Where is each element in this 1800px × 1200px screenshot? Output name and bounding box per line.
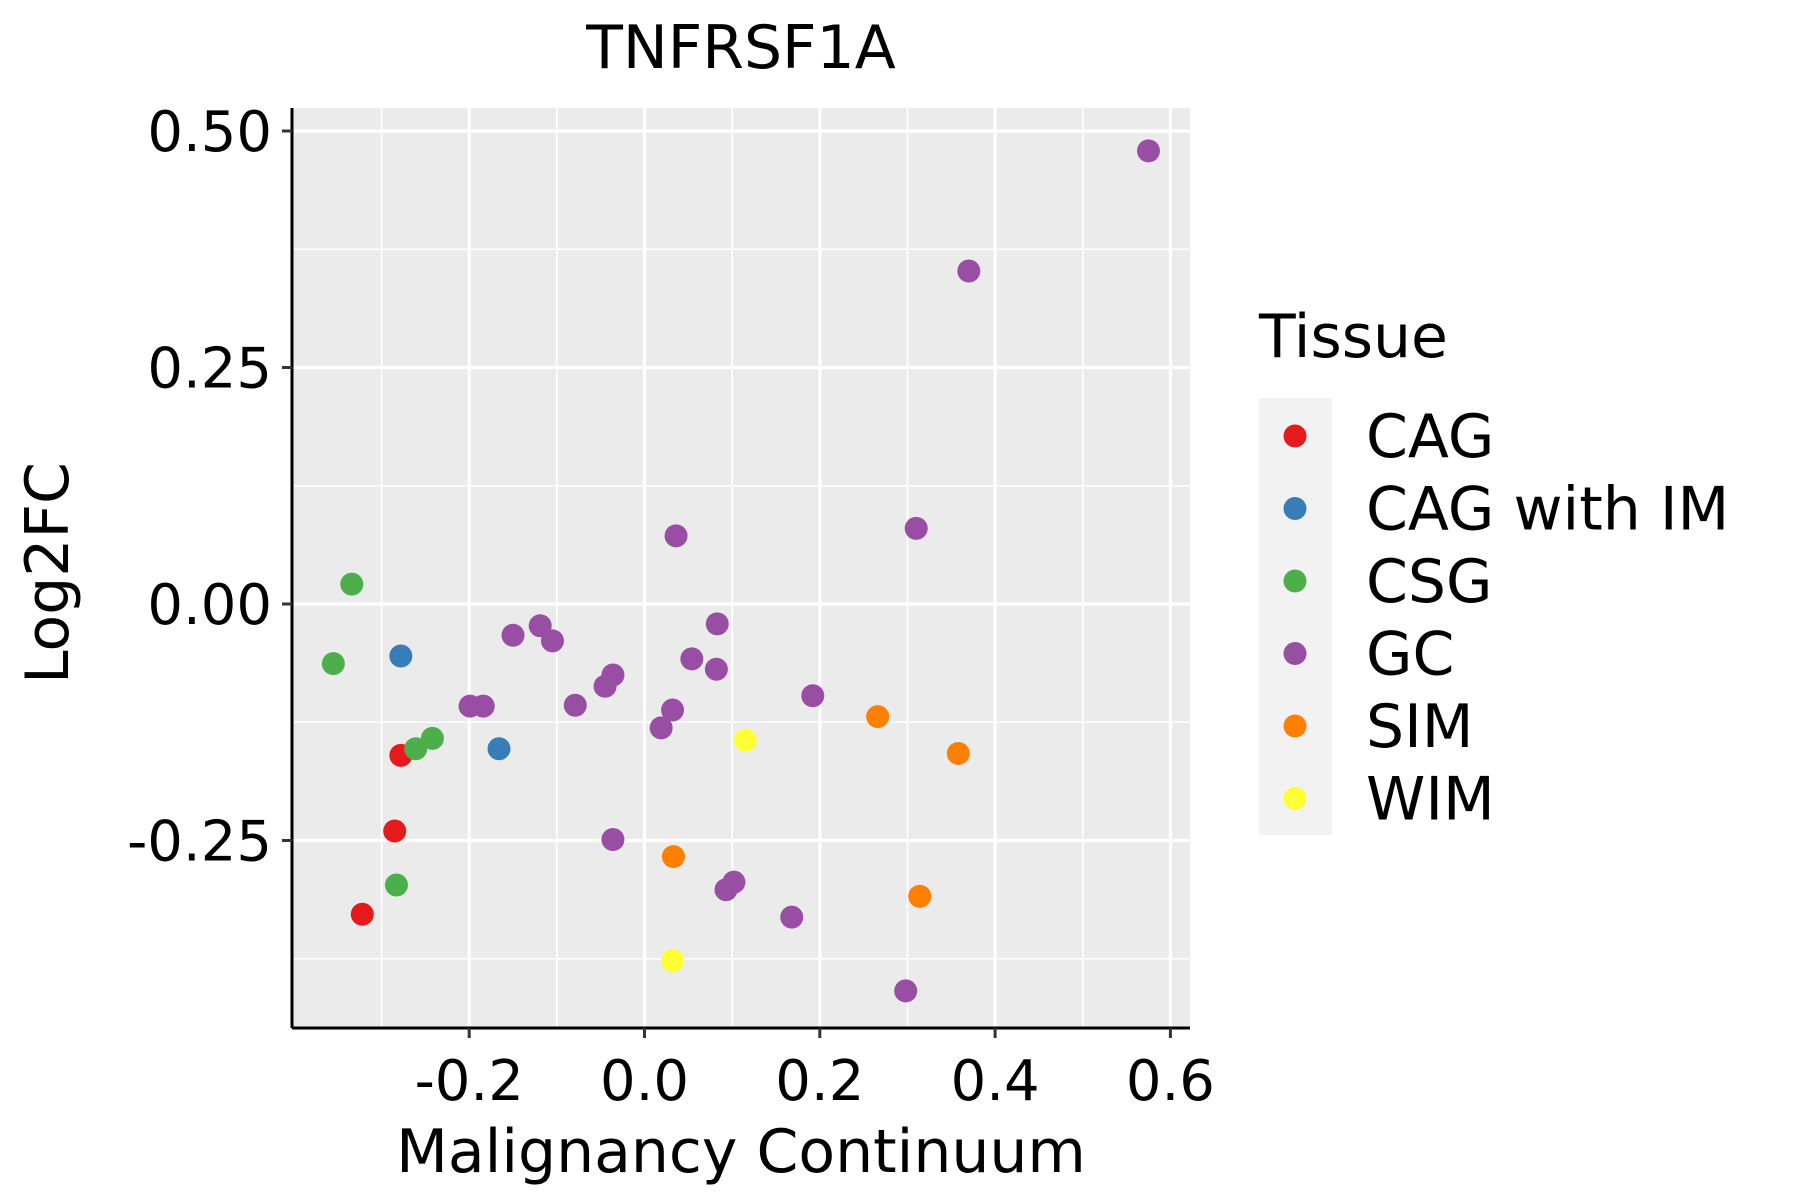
data-point-sim	[661, 845, 685, 869]
data-point-csg	[340, 572, 364, 596]
y-tick-label: 0.25	[147, 337, 272, 402]
data-point-cag-with-im	[389, 644, 413, 668]
data-point-gc	[904, 516, 928, 540]
y-tick-label: 0.00	[147, 573, 272, 638]
y-axis-ticks: -0.25 0.00 0.25 0.50	[127, 100, 292, 875]
data-point-gc	[780, 905, 804, 929]
legend-key-cag-with-im	[1283, 497, 1307, 520]
x-tick-label: -0.2	[415, 1049, 524, 1114]
legend-label: CSG	[1366, 547, 1492, 617]
data-point-gc	[540, 629, 564, 653]
data-point-cag	[350, 902, 374, 926]
grid-major	[292, 108, 1190, 1028]
legend-item: CAG with IM	[1283, 475, 1729, 545]
x-axis-ticks: -0.2 0.0 0.2 0.4 0.6	[415, 1028, 1215, 1114]
chart-title: TNFRSF1A	[585, 13, 896, 83]
legend-key-background	[1259, 398, 1332, 835]
data-point-gc	[563, 693, 587, 717]
data-point-gc	[661, 698, 685, 722]
legend-label: GC	[1366, 620, 1454, 690]
x-tick-label: 0.6	[1126, 1049, 1215, 1114]
x-tick-label: 0.0	[600, 1049, 689, 1114]
data-point-csg	[420, 726, 444, 750]
legend-item: WIM	[1283, 765, 1495, 835]
data-point-sim	[946, 741, 970, 765]
data-point-wim	[661, 949, 685, 973]
data-point-gc	[664, 524, 688, 548]
data-point-csg	[384, 873, 408, 897]
data-point-gc	[680, 647, 704, 671]
grid-minor	[292, 108, 1190, 1028]
data-point-gc	[471, 694, 495, 718]
data-point-gc	[801, 684, 825, 708]
data-point-sim	[908, 884, 932, 908]
legend-item: CAG	[1283, 402, 1494, 472]
x-tick-label: 0.2	[775, 1049, 864, 1114]
data-point-gc	[601, 828, 625, 852]
x-axis-label: Malignancy Continuum	[396, 1117, 1086, 1187]
data-points	[321, 139, 1160, 1003]
legend-key-csg	[1283, 569, 1307, 593]
legend-label: CAG with IM	[1366, 475, 1729, 545]
data-point-csg	[404, 737, 428, 761]
legend-key-gc	[1283, 642, 1307, 665]
data-point-cag	[383, 819, 407, 843]
legend-title: Tissue	[1258, 302, 1448, 372]
data-point-gc	[705, 612, 729, 636]
legend-label: WIM	[1366, 765, 1495, 835]
legend-key-cag	[1283, 424, 1307, 448]
legend-key-sim	[1283, 714, 1307, 738]
data-point-gc	[894, 979, 918, 1003]
legend-label: SIM	[1366, 692, 1474, 762]
data-point-gc	[1136, 139, 1160, 163]
legend-item: SIM	[1283, 692, 1474, 762]
data-point-gc	[501, 623, 525, 647]
data-point-csg	[321, 652, 345, 676]
data-point-gc	[704, 657, 728, 681]
legend-item: CSG	[1283, 547, 1492, 617]
data-point-cag-with-im	[487, 737, 511, 761]
data-point-gc	[714, 878, 738, 902]
y-axis-label: Log2FC	[13, 462, 83, 684]
legend-item: GC	[1283, 620, 1454, 690]
y-tick-label: -0.25	[127, 810, 272, 875]
legend-key-wim	[1283, 787, 1307, 810]
data-point-gc	[593, 674, 617, 698]
x-tick-label: 0.4	[951, 1049, 1040, 1114]
y-tick-label: 0.50	[147, 100, 272, 165]
legend-label: CAG	[1366, 402, 1494, 472]
data-point-gc	[957, 259, 981, 283]
data-point-wim	[733, 728, 757, 752]
data-point-gc	[649, 716, 673, 740]
data-point-sim	[866, 705, 890, 729]
